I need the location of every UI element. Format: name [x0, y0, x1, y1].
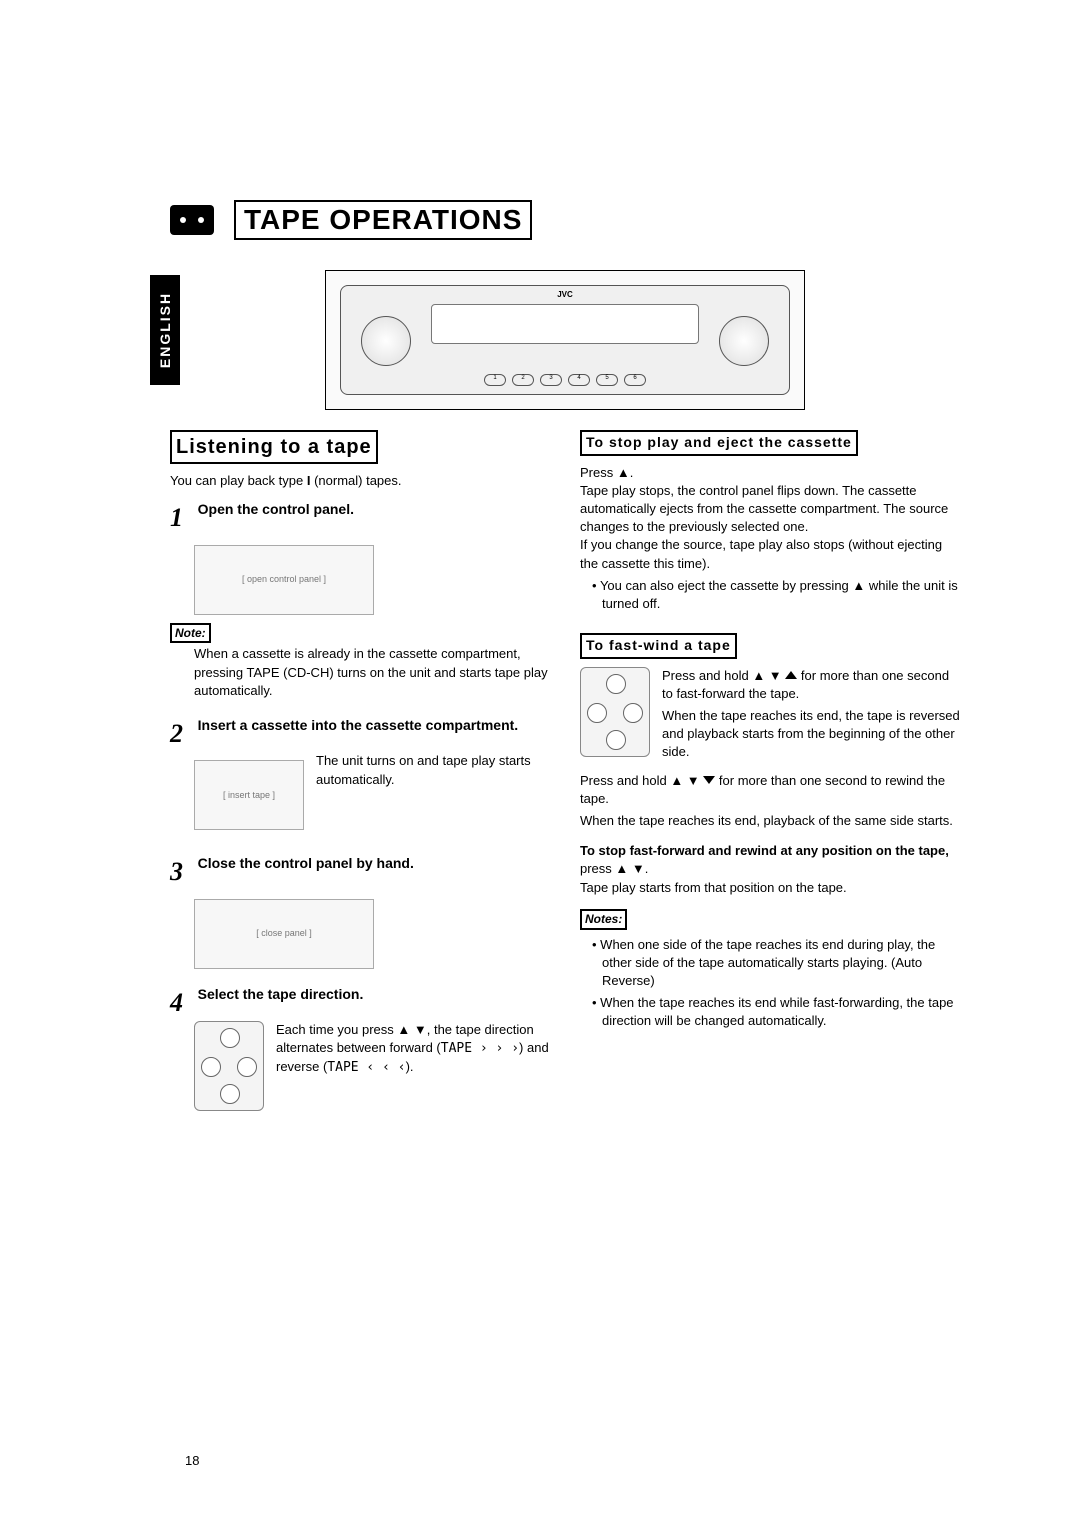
open-panel-illustration: [ open control panel ] [194, 545, 374, 615]
step2-text: The unit turns on and tape play starts a… [316, 752, 550, 788]
ff-forward-end: When the tape reaches its end, the tape … [662, 707, 960, 762]
notes-bullet-2: • When the tape reaches its end while fa… [592, 994, 960, 1030]
section-title-stop: To stop play and eject the cassette [580, 430, 858, 456]
language-tab: ENGLISH [150, 275, 180, 385]
dpad-ff-illustration [580, 667, 650, 757]
step-3: 3 Close the control panel by hand. [ clo… [170, 854, 550, 968]
step-number: 2 [170, 716, 194, 752]
section-title-ff: To fast-wind a tape [580, 633, 737, 659]
note-label: Note: [170, 623, 211, 644]
preset-3: 3 [540, 374, 562, 386]
step4-text: Each time you press ▲ ▼, the tape direct… [276, 1021, 550, 1078]
preset-1: 1 [484, 374, 506, 386]
preset-5: 5 [596, 374, 618, 386]
step-heading: Insert a cassette into the cassette comp… [198, 717, 519, 733]
ff-rewind-end: When the tape reaches its end, playback … [580, 812, 960, 830]
preset-6: 6 [624, 374, 646, 386]
page-number: 18 [185, 1453, 199, 1468]
step-1: 1 Open the control panel. [ open control… [170, 500, 550, 700]
chevron-down-icon [703, 776, 715, 786]
stop-source: If you change the source, tape play also… [580, 536, 960, 572]
intro-text: You can play back type I (normal) tapes. [170, 472, 550, 490]
step-4: 4 Select the tape direction. Each time y… [170, 985, 550, 1111]
step-heading: Close the control panel by hand. [198, 855, 414, 871]
section-title-listen: Listening to a tape [170, 430, 378, 464]
insert-cassette-illustration: [ insert tape ] [194, 760, 304, 830]
stop-press: Press ▲. [580, 464, 960, 482]
notes-label: Notes: [580, 909, 627, 930]
cassette-icon [170, 205, 214, 235]
step-number: 3 [170, 854, 194, 890]
ff-stop-after: Tape play starts from that position on t… [580, 879, 960, 897]
device-screen-icon [431, 304, 699, 344]
device-illustration: JVC 1 2 3 4 5 6 [325, 270, 805, 410]
preset-4: 4 [568, 374, 590, 386]
right-column: To stop play and eject the cassette Pres… [580, 430, 960, 1127]
ff-stop-any: To stop fast-forward and rewind at any p… [580, 842, 960, 878]
device-brand: JVC [557, 290, 573, 299]
page: TAPE OPERATIONS JVC 1 2 3 4 5 6 Listenin… [0, 0, 1080, 1187]
note-text: When a cassette is already in the casset… [194, 645, 550, 700]
step-heading: Select the tape direction. [198, 986, 364, 1002]
ff-rewind-text: Press and hold ▲ ▼ for more than one sec… [580, 772, 960, 808]
step-number: 4 [170, 985, 194, 1021]
stop-desc: Tape play stops, the control panel flips… [580, 482, 960, 537]
step-number: 1 [170, 500, 194, 536]
dpad-illustration [194, 1021, 264, 1111]
chevron-up-icon [785, 671, 797, 681]
ff-illustration-row: Press and hold ▲ ▼ for more than one sec… [580, 667, 960, 762]
close-panel-illustration: [ close panel ] [194, 899, 374, 969]
ff-forward-text: Press and hold ▲ ▼ for more than one sec… [662, 667, 960, 703]
preset-2: 2 [512, 374, 534, 386]
left-column: Listening to a tape You can play back ty… [170, 430, 550, 1127]
dpad-icon [719, 316, 769, 366]
stop-bullet: • You can also eject the cassette by pre… [592, 577, 960, 613]
chapter-header: TAPE OPERATIONS [170, 200, 960, 240]
step-heading: Open the control panel. [198, 501, 354, 517]
step-2: 2 Insert a cassette into the cassette co… [170, 716, 550, 838]
preset-buttons: 1 2 3 4 5 6 [484, 374, 646, 386]
volume-knob-icon [361, 316, 411, 366]
chapter-title: TAPE OPERATIONS [234, 200, 532, 240]
notes-bullet-1: • When one side of the tape reaches its … [592, 936, 960, 991]
